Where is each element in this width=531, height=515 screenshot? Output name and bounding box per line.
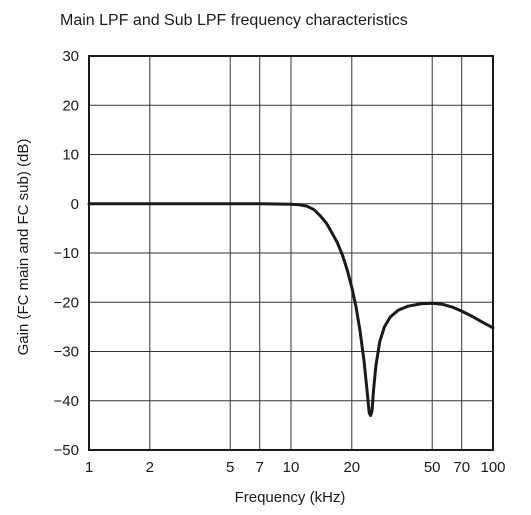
- x-tick-label: 2: [146, 459, 154, 476]
- series-line-gain: [87, 202, 495, 418]
- grid-lines: [88, 55, 494, 451]
- x-tick-label: 5: [226, 459, 234, 476]
- y-tick-label: −10: [54, 245, 79, 262]
- y-tick-label: −50: [54, 442, 79, 459]
- y-tick-label: 10: [62, 147, 79, 164]
- x-tick-label: 20: [343, 459, 360, 476]
- y-tick-label: −30: [54, 344, 79, 361]
- x-axis-title: Frequency (kHz): [235, 489, 346, 506]
- x-tick-label: 50: [424, 459, 441, 476]
- y-tick-label: 30: [62, 48, 79, 65]
- x-tick-label: 100: [480, 459, 505, 476]
- y-tick-label: −40: [54, 393, 79, 410]
- x-tick-label: 10: [283, 459, 300, 476]
- x-tick-label: 7: [256, 459, 264, 476]
- y-tick-label: 20: [62, 97, 79, 114]
- x-tick-label: 70: [453, 459, 470, 476]
- chart-title: Main LPF and Sub LPF frequency character…: [60, 12, 408, 29]
- y-tick-label: 0: [71, 196, 79, 213]
- y-tick-label: −20: [54, 294, 79, 311]
- y-axis-title: Gain (FC main and FC sub) (dB): [15, 139, 32, 356]
- plot-frame: [88, 55, 494, 451]
- x-tick-label: 1: [85, 459, 93, 476]
